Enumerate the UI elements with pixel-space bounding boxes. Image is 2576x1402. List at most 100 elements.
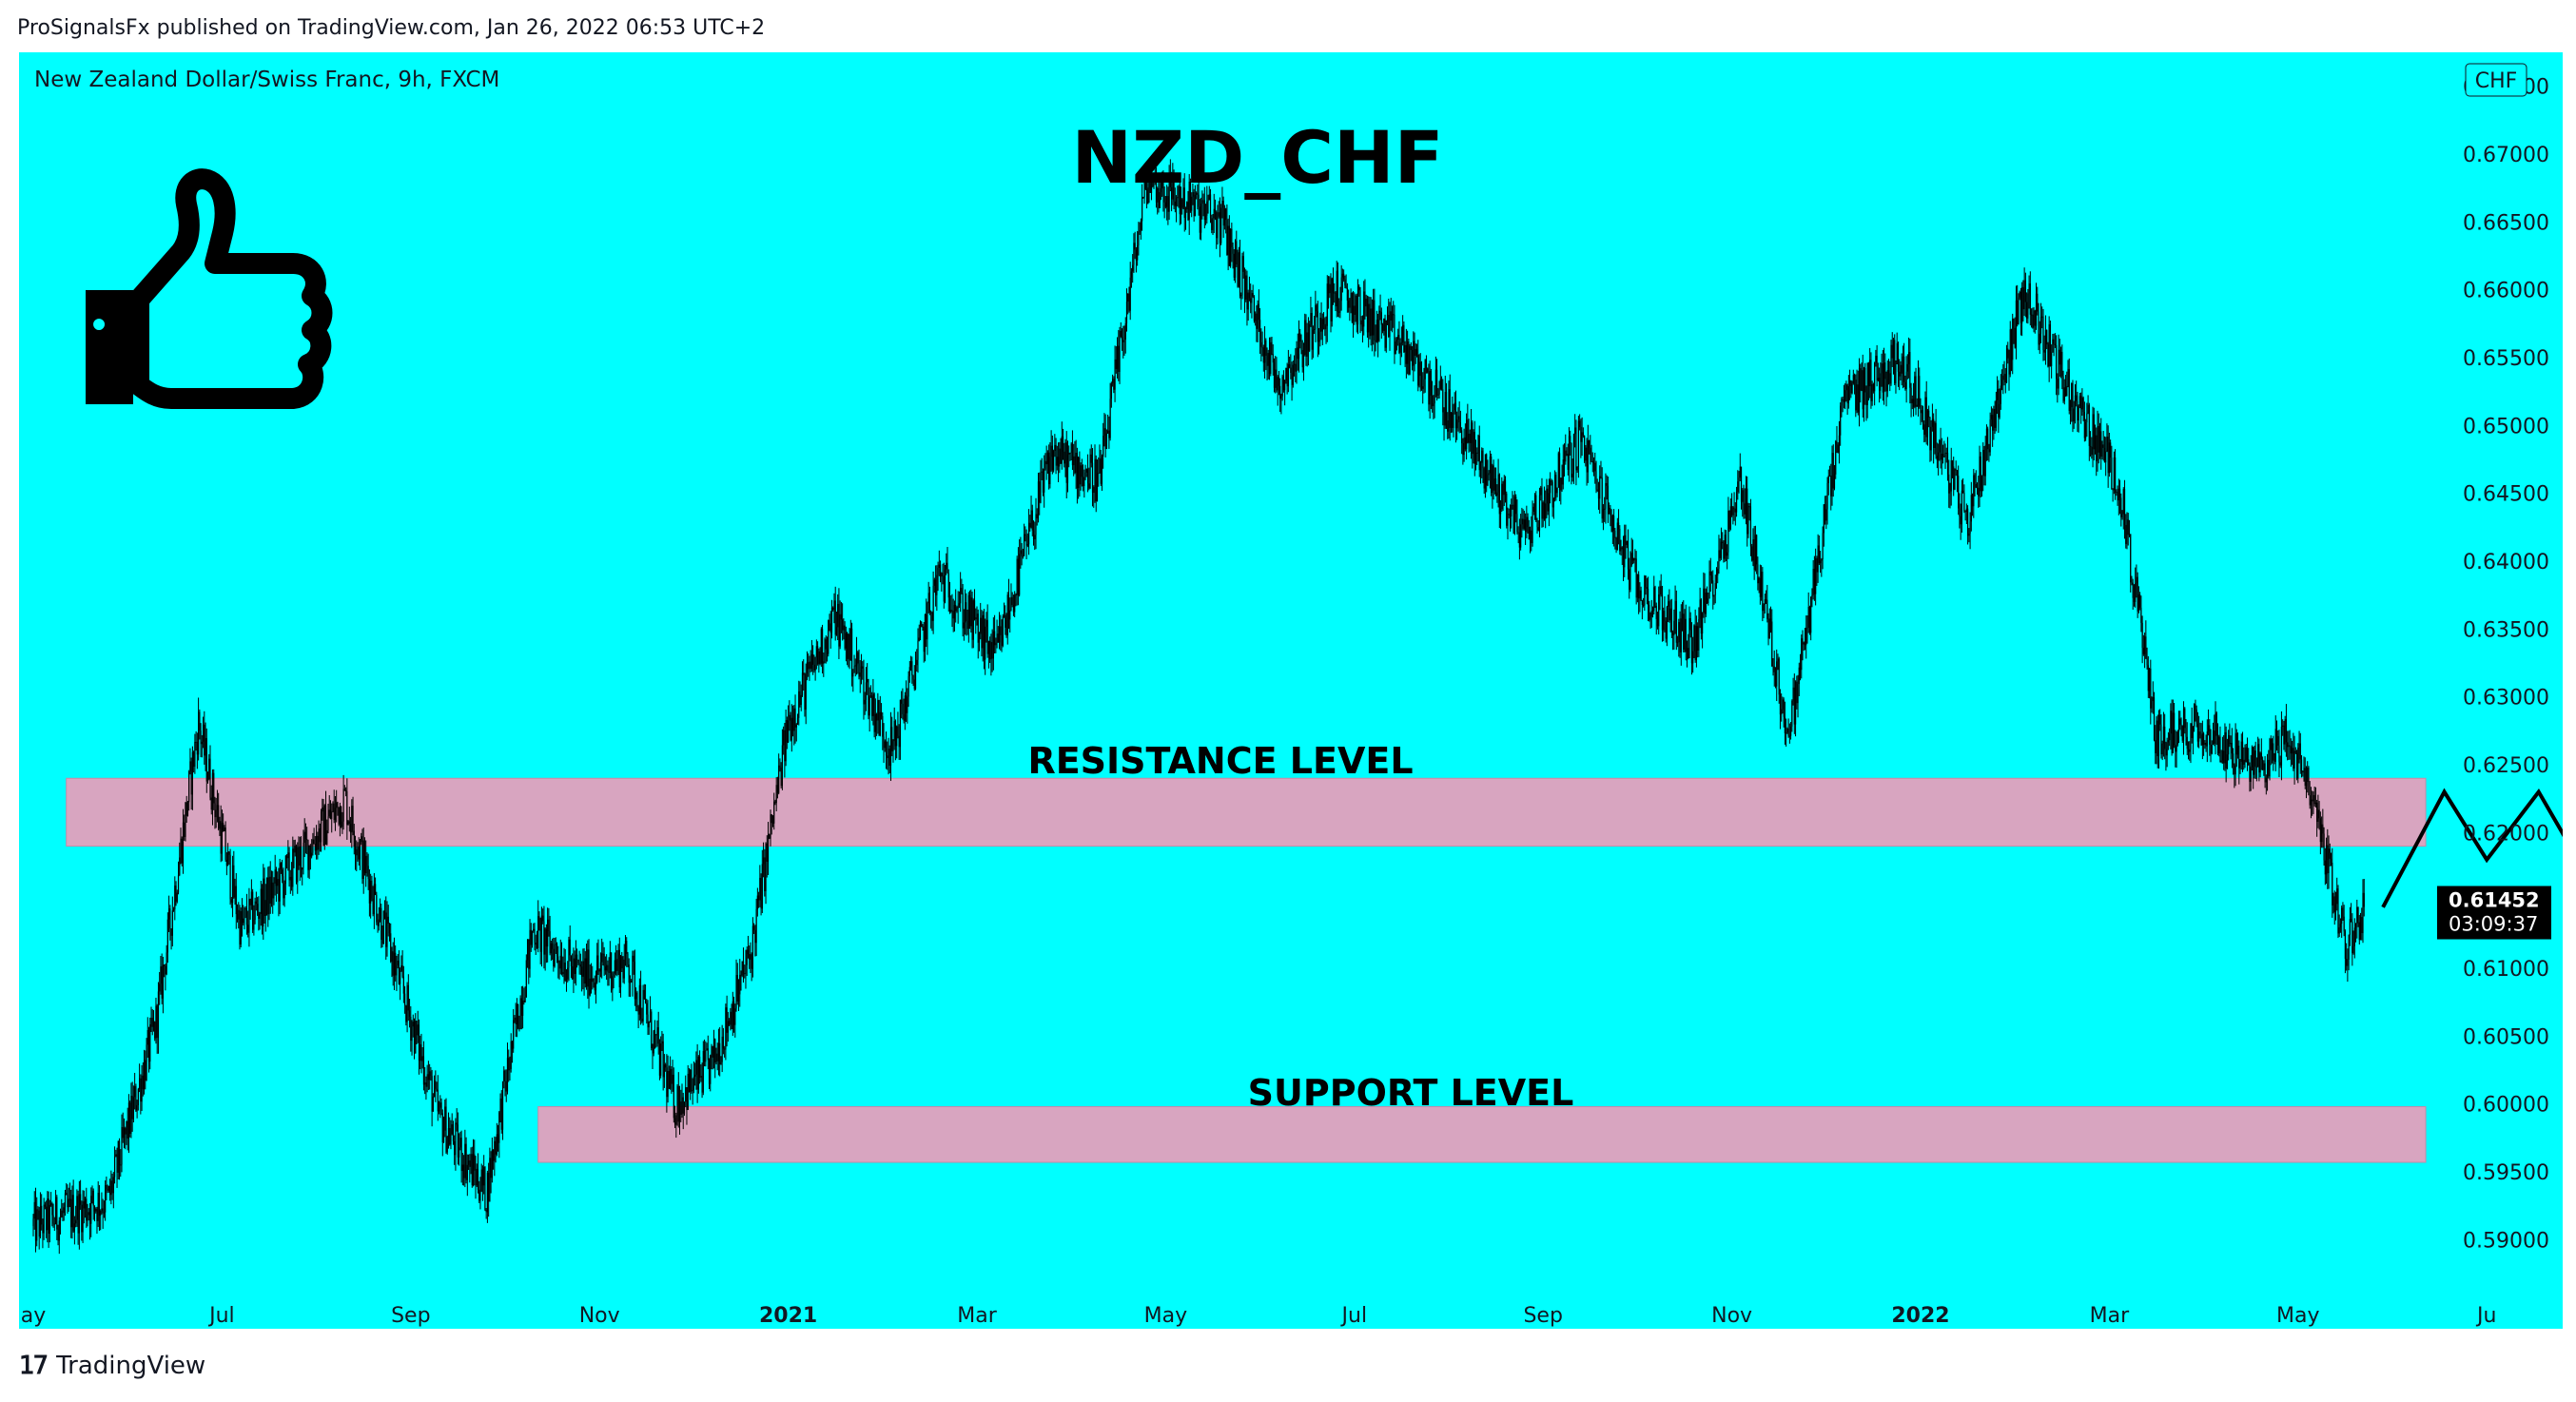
candle-body bbox=[1810, 596, 1812, 633]
candle-body bbox=[39, 1205, 42, 1237]
candle-body bbox=[1389, 311, 1391, 338]
candle-body bbox=[1621, 547, 1623, 550]
candle-body bbox=[553, 948, 555, 966]
candle-body bbox=[1448, 389, 1450, 432]
candle-body bbox=[1105, 433, 1107, 449]
candle-body bbox=[70, 1198, 72, 1228]
candle-body bbox=[1961, 490, 1962, 525]
candle-body bbox=[2000, 380, 2003, 386]
candle-body bbox=[1498, 474, 1500, 515]
candle-body bbox=[2128, 534, 2131, 535]
candle-body bbox=[2116, 492, 2117, 494]
candle-body bbox=[1594, 462, 1596, 472]
candle-body bbox=[1756, 535, 1758, 565]
time-axis[interactable]: ay Jul Sep Nov 2021 Mar May Jul Sep Nov 2022 Mar May… bbox=[21, 1304, 2497, 1328]
candle-body bbox=[393, 952, 396, 976]
candle-body bbox=[1697, 626, 1699, 651]
candle-body bbox=[429, 1071, 431, 1081]
candle-body bbox=[932, 585, 934, 621]
footer-brand[interactable]: TradingView bbox=[56, 1352, 206, 1380]
candle-body bbox=[142, 1075, 144, 1090]
candle-body bbox=[1356, 286, 1359, 325]
candle-body bbox=[410, 1016, 412, 1042]
candle-body bbox=[1432, 395, 1434, 407]
candle-body bbox=[2308, 768, 2310, 796]
candle-body bbox=[952, 611, 954, 619]
candle-body bbox=[1926, 410, 1929, 438]
candle-body bbox=[750, 954, 751, 960]
candle-body bbox=[196, 741, 198, 755]
candle-body bbox=[1214, 208, 1217, 213]
candle-body bbox=[135, 1086, 137, 1111]
candle-body bbox=[1516, 514, 1518, 533]
candle-body bbox=[385, 912, 387, 947]
candle-body bbox=[1066, 454, 1069, 483]
candle-body bbox=[1825, 509, 1827, 521]
candle-body bbox=[469, 1160, 471, 1167]
chart-area[interactable]: 0.675000.670000.665000.660000.655000.650… bbox=[19, 52, 2563, 1329]
candle-body bbox=[739, 974, 741, 995]
candle-body bbox=[2078, 396, 2080, 406]
candle-body bbox=[1221, 200, 1223, 208]
tradingview-logo-icon[interactable]: 𝟣𝟩 bbox=[19, 1352, 49, 1380]
candle-body bbox=[1761, 572, 1763, 597]
candle-body bbox=[2325, 845, 2328, 875]
candle-body bbox=[1425, 360, 1428, 369]
candle-body bbox=[193, 751, 195, 768]
candle-body bbox=[456, 1122, 458, 1125]
candle-body bbox=[1423, 379, 1425, 387]
candle-body bbox=[444, 1106, 446, 1131]
candle-body bbox=[225, 860, 227, 867]
candle-body bbox=[1099, 458, 1101, 474]
candle-body bbox=[1904, 381, 1906, 390]
candle-body bbox=[588, 949, 590, 996]
candle-body bbox=[978, 633, 981, 643]
candle-body bbox=[2316, 802, 2318, 822]
candle-body bbox=[662, 1041, 664, 1078]
candle-body bbox=[916, 659, 918, 666]
candle-body bbox=[1152, 179, 1154, 187]
candle-body bbox=[1715, 574, 1718, 584]
candle-body bbox=[1998, 388, 2000, 418]
candle-body bbox=[1200, 204, 1202, 233]
candle-body bbox=[1674, 600, 1676, 621]
candle-body bbox=[981, 617, 983, 649]
candle-body bbox=[2356, 906, 2358, 924]
candle-body bbox=[1985, 428, 1988, 445]
candle-body bbox=[2190, 723, 2192, 750]
candle-body bbox=[706, 1048, 708, 1050]
support-zone[interactable] bbox=[537, 1106, 2427, 1163]
candle-body bbox=[421, 1056, 423, 1061]
candle-body bbox=[2357, 906, 2359, 923]
projection-path[interactable] bbox=[2381, 788, 2563, 1118]
resistance-zone[interactable] bbox=[66, 777, 2427, 847]
candle-body bbox=[1820, 560, 1822, 564]
currency-badge[interactable]: CHF bbox=[2465, 63, 2527, 97]
candle-body bbox=[887, 755, 888, 759]
candle-body bbox=[626, 941, 628, 954]
candle-body bbox=[1061, 436, 1063, 464]
candle-body bbox=[1282, 376, 1284, 391]
candle-body bbox=[366, 855, 368, 867]
candle-body bbox=[1653, 587, 1655, 612]
candle-body bbox=[1537, 527, 1539, 531]
candle-body bbox=[646, 1003, 648, 1015]
candle-body bbox=[2181, 726, 2183, 741]
candle-body bbox=[110, 1180, 112, 1196]
symbol-info[interactable]: New Zealand Dollar/Swiss Franc, 9h, FXCM bbox=[34, 68, 499, 92]
candle-body bbox=[177, 875, 180, 893]
zones-layer bbox=[66, 777, 2427, 1163]
candle-body bbox=[1604, 508, 1606, 510]
candle-body bbox=[211, 772, 214, 810]
price-chart[interactable]: 0.675000.670000.665000.660000.655000.650… bbox=[19, 52, 2563, 1329]
candle-body bbox=[1330, 283, 1332, 321]
candle-body bbox=[352, 806, 354, 831]
candle-body bbox=[1607, 485, 1609, 515]
candle-body bbox=[953, 604, 956, 619]
candle-body bbox=[613, 973, 615, 977]
candle-body bbox=[2318, 809, 2320, 819]
candle-body bbox=[1027, 522, 1030, 545]
candle-body bbox=[918, 637, 920, 641]
candle-body bbox=[2275, 729, 2278, 736]
candle-body bbox=[1115, 359, 1117, 369]
